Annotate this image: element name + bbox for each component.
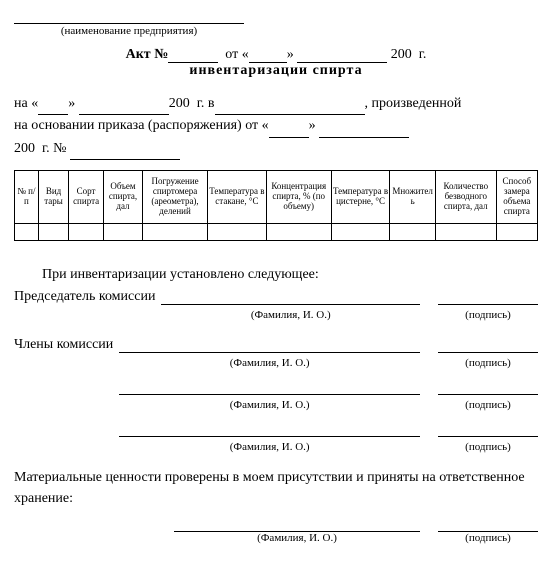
org-caption: (наименование предприятия) <box>14 24 244 37</box>
year-suffix: г. <box>419 47 427 62</box>
fio-caption: (Фамилия, И. О.) <box>119 399 420 411</box>
act-word: Акт <box>126 47 151 62</box>
member-name-field[interactable] <box>119 422 420 437</box>
footer-sig-row: (Фамилия, И. О.) (подпись) <box>14 517 538 544</box>
member-row: Члены комиссии <box>14 379 538 395</box>
intro-num: № <box>53 141 66 156</box>
fio-caption: (Фамилия, И. О.) <box>174 532 420 544</box>
table-cell[interactable] <box>103 224 142 241</box>
table-cell[interactable] <box>143 224 208 241</box>
chairman-sign-field[interactable] <box>438 290 538 305</box>
custodian-sign-field[interactable] <box>438 517 538 532</box>
org-name-field[interactable] <box>14 10 244 24</box>
col-header: Способ замера объема спирта <box>496 171 537 224</box>
act-subtitle: инвентаризации спирта <box>14 63 538 79</box>
intro-gv: г. в <box>197 96 215 111</box>
month-field[interactable] <box>297 49 387 63</box>
col-header: № п/п <box>15 171 39 224</box>
result-line: При инвентаризации установлено следующее… <box>14 267 538 283</box>
member-row: Члены комиссии <box>14 337 538 353</box>
col-header: Вид тары <box>38 171 68 224</box>
footer-text: Материальные ценности проверены в моем п… <box>14 467 538 509</box>
col-header: Концентрация спирта, % (по объему) <box>266 171 331 224</box>
table-row <box>15 224 538 241</box>
fio-caption: (Фамилия, И. О.) <box>119 441 420 453</box>
order-number-field[interactable] <box>70 146 180 160</box>
col-header: Сорт спирта <box>69 171 104 224</box>
table-cell[interactable] <box>266 224 331 241</box>
table-cell[interactable] <box>69 224 104 241</box>
custodian-name-field[interactable] <box>174 517 420 532</box>
act-title-row: Акт № от « » 200 г. <box>14 47 538 63</box>
quote-l: « <box>242 47 249 62</box>
fio-caption: (Фамилия, И. О.) <box>161 309 420 321</box>
table-cell[interactable] <box>496 224 537 241</box>
intro-month-field[interactable] <box>79 101 169 115</box>
num-symbol: № <box>154 47 168 62</box>
intro-place-field[interactable] <box>215 101 365 115</box>
year-prefix: 200 <box>391 47 412 62</box>
quote-r: » <box>287 47 294 62</box>
inventory-table: № п/пВид тарыСорт спиртаОбъем спирта, да… <box>14 170 538 241</box>
members-label: Члены комиссии <box>14 337 119 353</box>
member-sign-field[interactable] <box>438 422 538 437</box>
sign-caption: (подпись) <box>438 399 538 411</box>
table-cell[interactable] <box>208 224 267 241</box>
sign-caption: (подпись) <box>438 441 538 453</box>
table-header-row: № п/пВид тарыСорт спиртаОбъем спирта, да… <box>15 171 538 224</box>
intro-basis: на основании приказа (распоряжения) от <box>14 118 258 133</box>
order-month-field[interactable] <box>319 124 409 138</box>
chairman-row: Председатель комиссии <box>14 289 538 305</box>
table-cell[interactable] <box>38 224 68 241</box>
table-cell[interactable] <box>435 224 496 241</box>
act-number-field[interactable] <box>168 49 218 63</box>
intro-g: г. <box>42 141 50 156</box>
table-cell[interactable] <box>15 224 39 241</box>
intro-year: 200 <box>169 96 190 111</box>
member-sign-field[interactable] <box>438 338 538 353</box>
col-header: Температура в цистерне, °С <box>331 171 390 224</box>
fio-caption: (Фамилия, И. О.) <box>119 357 420 369</box>
col-header: Погружение спиртомера (ареометра), делен… <box>143 171 208 224</box>
chairman-name-field[interactable] <box>161 290 420 305</box>
ot-word: от <box>225 47 238 62</box>
member-name-field[interactable] <box>119 380 420 395</box>
member-name-field[interactable] <box>119 338 420 353</box>
sign-caption: (подпись) <box>438 357 538 369</box>
col-header: Множитель <box>390 171 436 224</box>
day-field[interactable] <box>249 49 287 63</box>
intro-year2: 200 <box>14 141 35 156</box>
col-header: Температура в стакане, °С <box>208 171 267 224</box>
table-cell[interactable] <box>390 224 436 241</box>
order-day-field[interactable] <box>269 124 309 138</box>
col-header: Количество безводного спирта, дал <box>435 171 496 224</box>
intro-made: , произведенной <box>365 96 462 111</box>
col-header: Объем спирта, дал <box>103 171 142 224</box>
sign-caption: (подпись) <box>438 309 538 321</box>
intro-day-field[interactable] <box>38 101 68 115</box>
table-cell[interactable] <box>331 224 390 241</box>
member-row: Члены комиссии <box>14 421 538 437</box>
member-sign-field[interactable] <box>438 380 538 395</box>
intro-na: на <box>14 96 28 111</box>
sign-caption: (подпись) <box>438 532 538 544</box>
intro-paragraph: на «» 200 г. в, произведенной на основан… <box>14 93 538 160</box>
chairman-label: Председатель комиссии <box>14 289 161 305</box>
